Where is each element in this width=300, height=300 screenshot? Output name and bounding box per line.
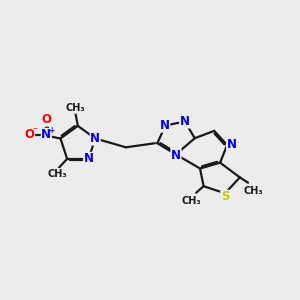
Text: N: N: [90, 132, 100, 145]
Text: O: O: [41, 113, 51, 126]
Text: S: S: [221, 190, 229, 203]
Text: ⁻: ⁻: [32, 126, 37, 135]
Text: CH₃: CH₃: [48, 169, 67, 178]
Text: N: N: [180, 115, 190, 128]
Text: N: N: [226, 138, 237, 151]
Text: CH₃: CH₃: [181, 196, 201, 206]
Text: N: N: [171, 148, 181, 161]
Text: CH₃: CH₃: [66, 103, 85, 113]
Text: N: N: [84, 152, 94, 165]
Text: O: O: [25, 128, 34, 141]
Text: +: +: [48, 126, 55, 135]
Text: N: N: [160, 119, 170, 132]
Text: CH₃: CH₃: [244, 186, 263, 196]
Text: N: N: [41, 128, 51, 141]
